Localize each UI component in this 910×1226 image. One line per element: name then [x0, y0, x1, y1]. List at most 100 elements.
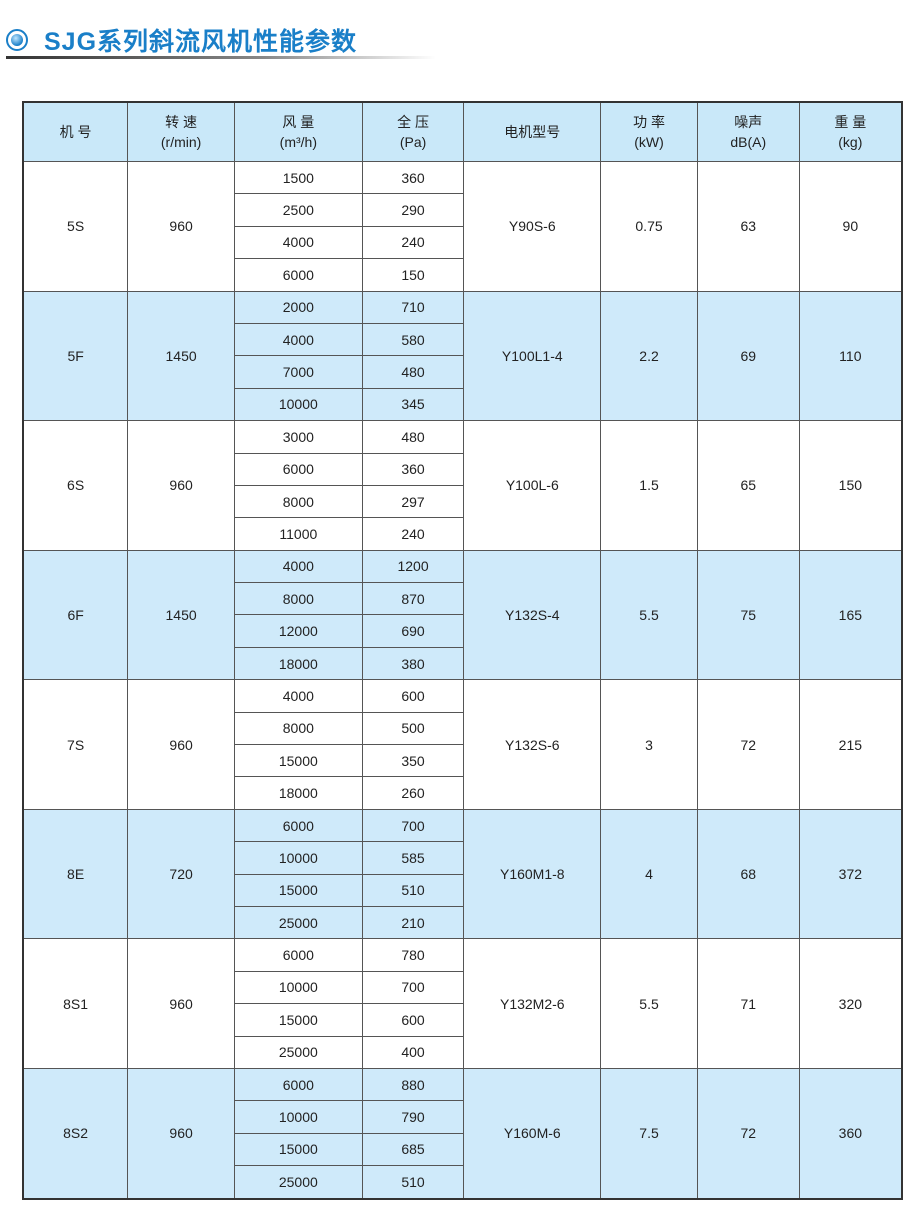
table-row: 8E 720 6000 700 Y160M1-8 4 68 372: [22, 808, 903, 940]
page-title: SJG系列斜流风机性能参数: [6, 22, 357, 58]
table-row: 8000 500: [23, 711, 902, 746]
motor-cell: Y132M2-6: [463, 938, 602, 1069]
pressure-cell: 510: [361, 873, 465, 907]
header-label: 功 率: [633, 114, 665, 130]
flow-cell: 1500: [233, 160, 363, 195]
noise-cell: 63: [696, 161, 800, 292]
model-cell: 6F: [22, 549, 129, 681]
speed-cell: 960: [127, 161, 235, 292]
power-cell: 1.5: [600, 420, 698, 551]
model-cell: 8S1: [22, 938, 129, 1069]
pressure-cell: 580: [361, 322, 465, 357]
flow-cell: 3000: [233, 420, 363, 454]
flow-cell: 7000: [233, 355, 363, 389]
table-row: 10000 700: [23, 970, 902, 1005]
weight-cell: 215: [798, 679, 903, 810]
flow-cell: 4000: [233, 225, 363, 260]
pressure-cell: 360: [361, 160, 465, 195]
pressure-cell: 150: [361, 258, 465, 292]
flow-cell: 6000: [233, 808, 363, 843]
flow-cell: 6000: [233, 1067, 363, 1102]
table-row: 11000 240: [23, 517, 902, 551]
flow-cell: 18000: [233, 646, 363, 681]
header-row: 机 号 转 速 (r/min) 风 量 (m³/h) 全 压 (Pa) 电机型号 功 率 (kW)…: [22, 101, 903, 162]
weight-cell: 372: [798, 808, 903, 940]
power-cell: 2.2: [600, 290, 698, 422]
table-row: 6S 960 3000 480 Y100L-6 1.5 65 150: [22, 420, 903, 551]
table-row: 6000 150: [23, 258, 902, 292]
weight-cell: 320: [798, 938, 903, 1069]
header-speed: 转 速 (r/min): [127, 101, 235, 162]
model-cell: 5F: [22, 290, 129, 422]
flow-cell: 8000: [233, 711, 363, 746]
power-cell: 4: [600, 808, 698, 940]
weight-cell: 150: [798, 420, 903, 551]
circle-bullet-icon: [6, 29, 28, 51]
table-row: 8000 870: [23, 582, 902, 616]
pressure-cell: 690: [361, 614, 465, 648]
speed-cell: 960: [127, 938, 235, 1069]
flow-cell: 15000: [233, 873, 363, 907]
pressure-cell: 290: [361, 193, 465, 227]
power-cell: 3: [600, 679, 698, 810]
pressure-cell: 600: [361, 1003, 465, 1037]
flow-cell: 10000: [233, 1100, 363, 1134]
pressure-cell: 780: [361, 938, 465, 972]
model-cell: 6S: [22, 420, 129, 551]
table-row: 10000 345: [23, 387, 902, 422]
pressure-cell: 600: [361, 679, 465, 713]
motor-cell: Y132S-6: [463, 679, 602, 810]
noise-cell: 65: [696, 420, 800, 551]
table-row: 5S 960 1500 360 Y90S-6 0.75 63 90: [22, 160, 903, 292]
flow-cell: 4000: [233, 322, 363, 357]
flow-cell: 4000: [233, 549, 363, 584]
power-cell: 5.5: [600, 549, 698, 681]
header-unit: (kg): [838, 134, 863, 150]
flow-cell: 12000: [233, 614, 363, 648]
table-row: 2500 290: [23, 193, 902, 227]
power-cell: 0.75: [600, 161, 698, 292]
title-text: SJG系列斜流风机性能参数: [44, 28, 358, 56]
header-label: 转 速: [165, 114, 198, 130]
header-noise: 噪声 dB(A): [696, 101, 800, 162]
flow-cell: 15000: [233, 1003, 363, 1037]
table-row: 25000 510: [23, 1165, 902, 1199]
pressure-cell: 380: [361, 646, 465, 681]
header-flow: 风 量 (m³/h): [233, 101, 363, 162]
table-row: 4000 240: [23, 225, 902, 260]
flow-cell: 6000: [233, 452, 363, 486]
table-row: 8S1 960 6000 780 Y132M2-6 5.5 71 320: [22, 938, 903, 1069]
flow-cell: 11000: [233, 517, 363, 551]
flow-cell: 6000: [233, 938, 363, 972]
flow-cell: 25000: [233, 905, 363, 940]
noise-cell: 68: [696, 808, 800, 940]
pressure-cell: 870: [361, 582, 465, 616]
pressure-cell: 1200: [361, 549, 465, 584]
table-row: 10000 790: [23, 1100, 902, 1134]
speed-cell: 1450: [127, 549, 235, 681]
flow-cell: 10000: [233, 387, 363, 422]
header-motor: 电机型号: [463, 101, 602, 162]
model-cell: 7S: [22, 679, 129, 810]
motor-cell: Y160M1-8: [463, 808, 602, 940]
motor-cell: Y160M-6: [463, 1067, 602, 1200]
pressure-cell: 297: [361, 484, 465, 519]
noise-cell: 69: [696, 290, 800, 422]
pressure-cell: 210: [361, 905, 465, 940]
table-row: 8S2 960 6000 880 Y160M-6 7.5 72 360: [22, 1067, 903, 1200]
table-row: 7S 960 4000 600 Y132S-6 3 72 215: [22, 679, 903, 810]
header-unit: (m³/h): [279, 134, 317, 150]
pressure-cell: 240: [361, 225, 465, 260]
table-row: 15000 685: [23, 1132, 902, 1167]
header-label: 电机型号: [504, 124, 561, 140]
pressure-cell: 480: [361, 355, 465, 389]
table-row: 5F 1450 2000 710 Y100L1-4 2.2 69 110: [22, 290, 903, 422]
header-label: 噪声: [734, 114, 763, 130]
flow-cell: 4000: [233, 679, 363, 713]
flow-cell: 8000: [233, 582, 363, 616]
header-model: 机 号: [22, 101, 129, 162]
flow-cell: 10000: [233, 841, 363, 875]
flow-cell: 25000: [233, 1035, 363, 1069]
table-row: 10000 585: [23, 841, 902, 875]
pressure-cell: 350: [361, 744, 465, 778]
